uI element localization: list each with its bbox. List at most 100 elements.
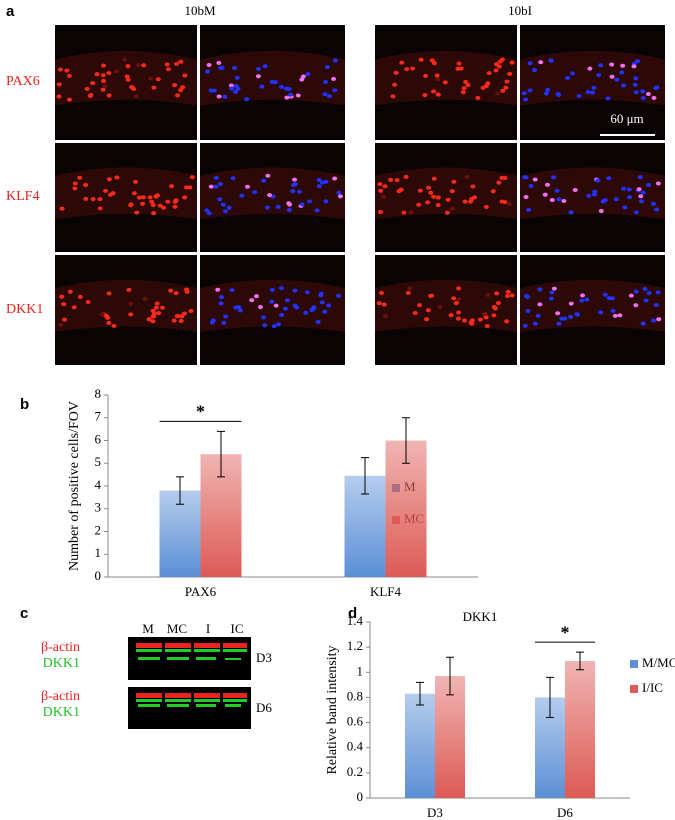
- cell: [635, 59, 641, 64]
- cell: [609, 62, 615, 67]
- cell: [393, 70, 399, 75]
- cell: [261, 178, 267, 183]
- cell: [174, 61, 180, 66]
- cell: [495, 301, 501, 306]
- cell: [262, 323, 268, 328]
- cell: [542, 192, 548, 197]
- cell: [151, 211, 157, 216]
- cell: [300, 74, 306, 79]
- cell: [410, 66, 416, 71]
- cell: [284, 95, 290, 100]
- cell: [291, 183, 297, 188]
- cell: [435, 92, 441, 97]
- cell: [204, 208, 210, 213]
- y-tick-label: 0.8: [347, 688, 363, 703]
- cell: [532, 68, 538, 73]
- cell: [527, 88, 533, 93]
- tissue: [375, 50, 517, 106]
- cell: [605, 96, 611, 101]
- cell: [377, 182, 383, 187]
- cell: [485, 81, 491, 86]
- cell: [57, 67, 63, 72]
- cell: [453, 301, 459, 306]
- micrographs: [55, 25, 665, 365]
- cell: [503, 85, 509, 90]
- cell: [239, 193, 245, 198]
- cell: [219, 295, 225, 300]
- cell: [651, 95, 657, 100]
- column-header: 10bM: [184, 3, 216, 18]
- blot: [128, 637, 251, 729]
- cell: [178, 59, 184, 64]
- band-label: DKK1: [43, 705, 80, 720]
- cell: [451, 296, 457, 301]
- cell: [484, 324, 490, 329]
- cell: [332, 176, 338, 181]
- cell: [284, 298, 290, 303]
- cell: [72, 181, 78, 186]
- cell: [210, 318, 216, 323]
- cell: [469, 321, 475, 326]
- cell: [456, 297, 462, 302]
- cell: [211, 88, 217, 93]
- tissue: [200, 279, 345, 332]
- cell: [631, 64, 637, 69]
- cell: [509, 60, 515, 65]
- cell: [505, 289, 511, 294]
- cell: [276, 322, 282, 327]
- error-bar: [576, 651, 584, 671]
- row-label: KLF4: [6, 189, 39, 204]
- cell: [140, 201, 146, 206]
- cell: [290, 189, 296, 194]
- cell: [401, 210, 407, 215]
- cell: [323, 79, 329, 84]
- band-label: DKK1: [43, 656, 80, 671]
- cell: [232, 65, 238, 70]
- cell: [650, 201, 656, 206]
- cell: [128, 203, 134, 208]
- cell: [262, 64, 268, 69]
- cell: [258, 305, 264, 310]
- significance-mark: *: [561, 622, 570, 642]
- y-tick-label: 2: [95, 522, 102, 537]
- cell: [535, 313, 541, 318]
- cell: [161, 205, 167, 210]
- cell: [417, 303, 423, 308]
- cell: [416, 202, 422, 207]
- cell: [151, 85, 157, 90]
- cell: [175, 93, 181, 98]
- cell: [596, 73, 602, 78]
- cell: [586, 193, 592, 198]
- cell: [378, 210, 384, 215]
- cell: [496, 64, 502, 69]
- cell: [633, 289, 639, 294]
- cell: [572, 187, 578, 192]
- cell: [556, 92, 562, 97]
- cell: [556, 197, 562, 202]
- cell: [602, 292, 608, 297]
- cell: [100, 73, 106, 78]
- cell: [584, 297, 590, 302]
- cell: [278, 286, 284, 291]
- y-tick-label: 1.2: [347, 638, 363, 653]
- cell: [548, 58, 554, 63]
- cell: [408, 210, 414, 215]
- cell: [77, 294, 83, 299]
- bar: [405, 693, 435, 798]
- day-label: D3: [256, 650, 272, 665]
- cell: [332, 88, 338, 93]
- cell: [326, 94, 332, 99]
- cell: [598, 310, 604, 315]
- cell: [425, 200, 431, 205]
- cell: [445, 197, 451, 202]
- cell: [84, 86, 90, 91]
- cell: [230, 176, 236, 181]
- error-bar: [402, 417, 410, 464]
- cell: [58, 322, 64, 327]
- cell: [172, 199, 178, 204]
- cell: [71, 305, 77, 310]
- cell: [654, 85, 660, 90]
- cell: [655, 290, 661, 295]
- cell: [548, 296, 554, 301]
- error-bar: [217, 430, 225, 478]
